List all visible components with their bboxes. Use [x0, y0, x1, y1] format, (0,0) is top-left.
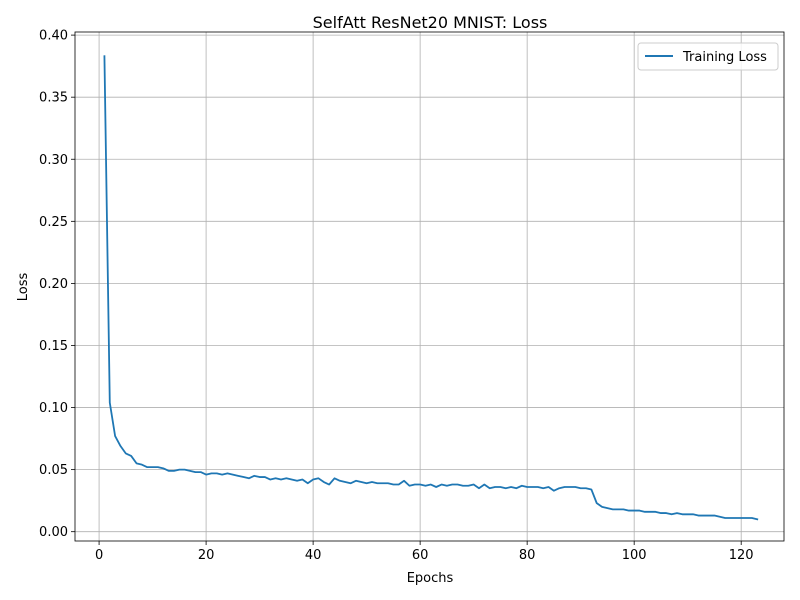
y-tick-label: 0.30	[39, 153, 68, 168]
x-axis-label: Epochs	[407, 571, 454, 586]
plot-frame	[74, 31, 785, 542]
series-layer	[103, 55, 759, 521]
y-tick-label: 0.25	[39, 215, 68, 230]
y-tick-label: 0.00	[39, 525, 68, 540]
x-tick-label: 120	[729, 548, 754, 563]
y-tick-label: 0.40	[39, 29, 68, 44]
legend-box	[637, 42, 779, 71]
y-tick-label: 0.10	[39, 401, 68, 416]
chart-title: SelfAtt ResNet20 MNIST: Loss	[313, 13, 548, 32]
y-tick-label: 0.35	[39, 91, 68, 106]
y-axis-label: Loss	[16, 273, 31, 302]
x-tick-label: 80	[519, 548, 536, 563]
axis-ticks: 0 20 40 60 80 100 120 0.00 0.05 0.10 0.15 0.20 0.25 0…	[39, 29, 754, 563]
y-tick-label: 0.20	[39, 277, 68, 292]
y-tick-label: 0.05	[39, 463, 68, 478]
x-tick-label: 0	[95, 548, 103, 563]
x-tick-label: 20	[198, 548, 215, 563]
y-tick-label: 0.15	[39, 339, 68, 354]
legend-label-training-loss: Training Loss	[682, 50, 767, 65]
x-tick-label: 100	[622, 548, 647, 563]
x-tick-label: 40	[305, 548, 322, 563]
series-line-training-loss	[103, 55, 759, 521]
legend: Training Loss	[637, 42, 779, 71]
grid-lines	[75, 32, 784, 541]
x-tick-label: 60	[412, 548, 429, 563]
